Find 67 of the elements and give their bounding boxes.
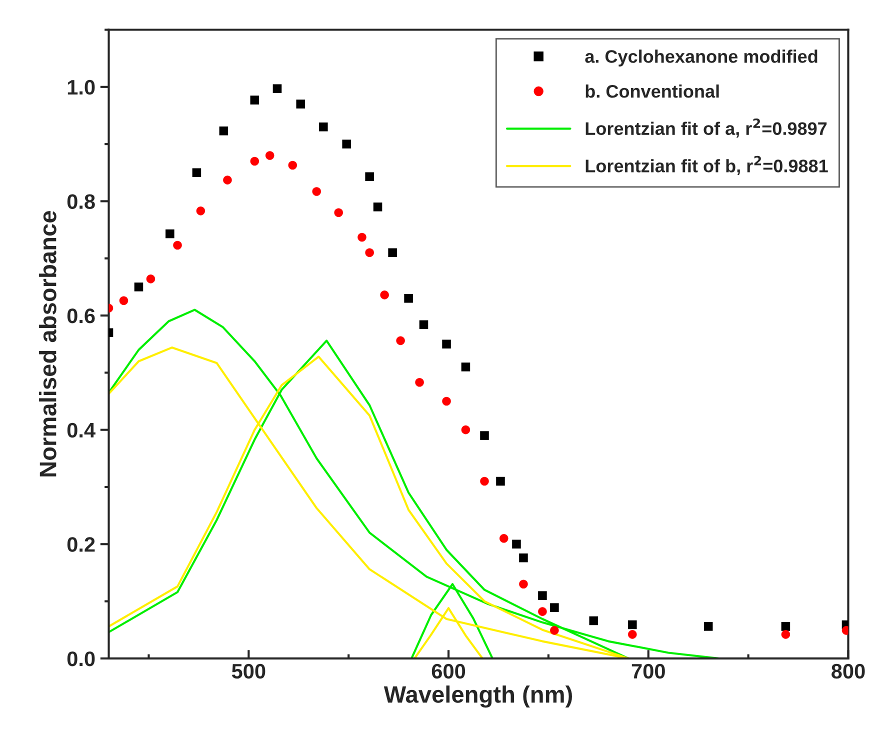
point (119, 296, 128, 306)
point (628, 620, 637, 630)
point (365, 248, 374, 258)
point (288, 160, 298, 170)
x-tick-label: 500 (232, 664, 266, 679)
point (196, 206, 206, 216)
point (519, 553, 528, 562)
point (272, 84, 282, 94)
point (312, 187, 321, 196)
point (134, 282, 144, 292)
point (538, 607, 547, 616)
y-tick-label: 0.2 (67, 537, 95, 552)
y-tick-label: 0.6 (67, 308, 95, 324)
point (442, 340, 451, 348)
point (628, 630, 637, 639)
point (219, 126, 228, 136)
point (461, 425, 470, 434)
point (512, 540, 521, 549)
y-axis-title: Normalised absorbance (39, 211, 56, 476)
point (166, 229, 174, 238)
point (319, 122, 328, 132)
x-axis-title: Wavelength (nm) (384, 686, 572, 708)
point (373, 202, 382, 212)
x-tick-label: 800 (832, 664, 865, 679)
point (480, 476, 489, 486)
point (550, 603, 559, 612)
x-tick-label: 700 (632, 664, 665, 679)
point (146, 274, 156, 284)
point (250, 156, 260, 166)
point (342, 140, 351, 148)
legend-label: a. Cyclohexanone modified (585, 50, 818, 66)
y-tick-label: 0.8 (67, 194, 95, 209)
point (388, 248, 397, 258)
point (173, 240, 182, 250)
point (538, 591, 547, 600)
y-tick-label: 0.0 (67, 651, 95, 666)
point (442, 396, 451, 406)
point (781, 622, 790, 631)
point (499, 534, 508, 543)
point (550, 626, 559, 635)
point (415, 378, 424, 387)
point (480, 431, 489, 440)
point (589, 616, 598, 626)
legend-label: Lorentzian fit of b, r$^{2}$=0.9881 (586, 156, 828, 175)
point (519, 580, 528, 589)
point (396, 336, 405, 346)
point (365, 172, 374, 182)
y-tick-label: 0.4 (67, 422, 96, 438)
point (461, 362, 470, 372)
point (192, 168, 202, 178)
y-tick-label: 1.0 (68, 80, 95, 95)
point (265, 151, 274, 160)
legend-label: Lorentzian fit of a, r$^{2}$=0.9897 (586, 118, 827, 138)
point (419, 320, 428, 330)
point (404, 294, 413, 303)
point (781, 630, 790, 639)
point (380, 290, 389, 300)
point (296, 100, 306, 108)
point (358, 232, 366, 242)
point (250, 96, 260, 104)
point (704, 622, 713, 631)
line-series (108, 308, 720, 658)
legend-label: b. Conventional (586, 84, 719, 98)
x-tick-label: 600 (432, 664, 466, 679)
point (496, 476, 505, 486)
point (223, 176, 232, 184)
point (334, 208, 343, 218)
